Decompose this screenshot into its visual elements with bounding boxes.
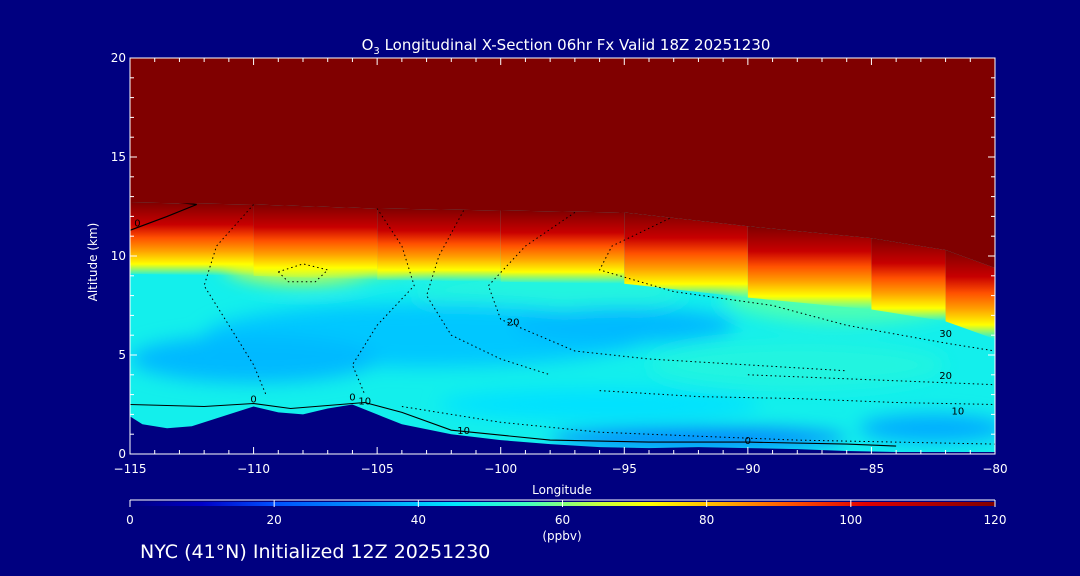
tropopause-band-segment [130,202,254,276]
chart-title: O3 Longitudinal X-Section 06hr Fx Valid … [362,36,771,57]
ozone-blob [513,307,736,344]
y-tick-label: 20 [111,51,126,65]
y-tick-label: 0 [118,447,126,461]
y-tick-label: 15 [111,150,126,164]
y-axis-label: Altitude (km) [86,223,100,302]
ozone-blob [130,335,378,383]
contour-line [401,406,995,445]
tropopause-band-segment [377,208,501,282]
tropopause-band-segment [871,238,946,322]
colorbar-tick-label: 80 [699,513,714,527]
tropopause-band-segment [624,212,748,298]
colorbar-tick-label: 20 [267,513,282,527]
footer-initialization-text: NYC (41°N) Initialized 12Z 20251230 [140,541,491,563]
y-axis: 0 5 10 15 20 [111,51,995,461]
tropopause-band-segment [747,226,872,310]
y-tick-label: 5 [118,348,126,362]
x-tick-label: −105 [361,462,394,476]
terrain-profile [130,404,995,454]
colorbar: 0 20 40 60 80 100 120 (ppbv) [126,499,1006,543]
contour-line [426,210,551,376]
tropopause-band-segment [945,250,995,340]
x-axis-label: Longitude [532,483,592,497]
colorbar-ticks: 0 20 40 60 80 100 120 [126,500,1006,527]
x-tick-label: −115 [114,462,147,476]
x-tick-label: −85 [859,462,884,476]
contour-label: 10 [358,397,371,408]
contour-line [598,215,995,352]
tropopause-band-segment [253,204,378,280]
contour-label: 0 [745,436,751,447]
colorbar-tick-label: 120 [984,513,1007,527]
plot-area: 02010010201030203020100010100 [130,58,995,454]
contour-line [203,204,267,395]
colorbar-tick-label: 60 [555,513,570,527]
x-tick-label: −80 [982,462,1007,476]
contour-label: 20 [939,371,952,382]
contour-label: 20 [507,317,520,328]
x-tick-label: −90 [735,462,760,476]
ozone-blob [649,341,946,389]
y-tick-label: 10 [111,249,126,263]
contour-line [277,263,329,283]
colorbar-tick-label: 0 [126,513,134,527]
x-tick-label: −95 [612,462,637,476]
ozone-blob [859,414,995,443]
contour-line [130,401,897,447]
contour-label: 0 [134,218,140,229]
tropopause-gradient-band [130,202,995,340]
contour-line [487,211,847,372]
stratosphere-fill [130,58,995,268]
colorbar-units: (ppbv) [542,529,581,543]
tropopause-band-segment [500,210,625,284]
contour-line [599,390,995,405]
contour-label: 10 [952,406,965,417]
contour-label: 30 [939,329,952,340]
contour-line [351,208,415,395]
x-tick-label: −100 [484,462,517,476]
colorbar-tick-label: 100 [839,513,862,527]
colorbar-tick-label: 40 [411,513,426,527]
contour-label: 0 [349,393,355,404]
x-axis: −115 −110 −105 −100 −95 −90 −85 −80 [114,58,1008,476]
contour-label: 0 [250,395,256,406]
contour-label: 10 [457,426,470,437]
x-tick-label: −110 [237,462,270,476]
ozone-blob [438,388,761,421]
